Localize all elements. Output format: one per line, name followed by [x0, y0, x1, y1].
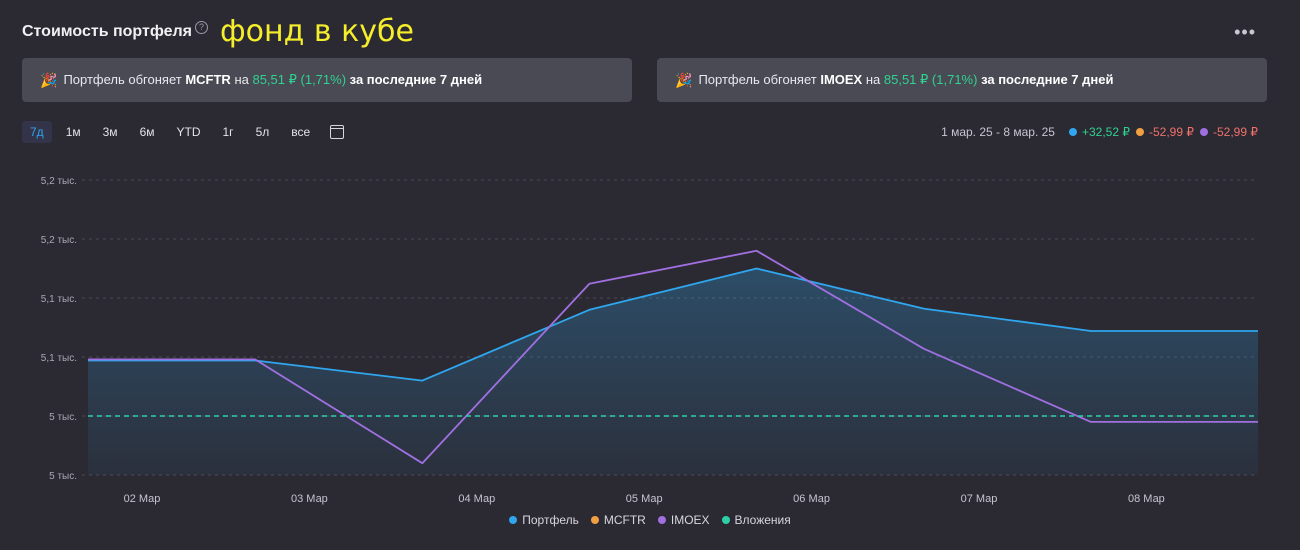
period-summary: 1 мар. 25 - 8 мар. 25 +32,52 ₽ -52,99 ₽ …: [941, 125, 1258, 139]
overlay-note: фонд в кубе: [220, 14, 414, 49]
banner-text: Портфель обгоняет MCFTR на 85,51 ₽ (1,71…: [63, 72, 483, 87]
legend-dot: [657, 516, 666, 524]
calendar-icon[interactable]: [330, 125, 345, 139]
x-tick-label: 06 Мар: [793, 493, 830, 505]
page-title: Стоимость портфеля: [22, 23, 193, 40]
mcftr-dot: [1136, 128, 1144, 136]
legend-dot: [509, 516, 518, 524]
more-menu-icon[interactable]: •••: [1234, 22, 1256, 42]
x-tick-label: 05 Мар: [626, 493, 663, 505]
legend-item-investments[interactable]: Вложения: [721, 513, 791, 527]
chart-legend: Портфель MCFTR IMOEX Вложения: [0, 513, 1300, 527]
y-tick-label: 5,1 тыс.: [41, 294, 77, 305]
party-popper-icon: 🎉: [675, 71, 693, 88]
banner-text: Портфель обгоняет IMOEX на 85,51 ₽ (1,71…: [698, 72, 1114, 87]
period-5y[interactable]: 5л: [255, 125, 270, 139]
period-ytd[interactable]: YTD: [176, 125, 201, 139]
legend-dot: [590, 516, 599, 524]
x-tick-label: 07 Мар: [961, 493, 998, 505]
series-line-Портфель: [88, 267, 1258, 382]
imoex-dot: [1200, 128, 1208, 136]
imoex-change: -52,99 ₽: [1213, 125, 1258, 139]
period-6m[interactable]: 6м: [139, 125, 155, 139]
y-tick-label: 5,2 тыс.: [41, 176, 77, 187]
series-line-IMOEX: [88, 249, 1258, 465]
period-1m[interactable]: 1м: [65, 125, 81, 139]
period-7d[interactable]: 7д: [22, 121, 52, 143]
x-tick-label: 04 Мар: [458, 493, 495, 505]
portfolio-change: +32,52 ₽: [1081, 125, 1130, 139]
x-tick-label: 03 Мар: [291, 493, 328, 505]
mcftr-change: -52,99 ₽: [1149, 125, 1194, 139]
benchmark-banner-imoex: 🎉 Портфель обгоняет IMOEX на 85,51 ₽ (1,…: [657, 58, 1267, 102]
period-1y[interactable]: 1г: [222, 125, 234, 139]
series-area-Портфель: [88, 268, 1258, 475]
help-icon[interactable]: ?: [195, 20, 209, 34]
x-tick-label: 08 Мар: [1128, 493, 1165, 505]
chart-header: Стоимость портфеля ? фонд в кубе: [22, 14, 414, 50]
y-tick-label: 5 тыс.: [49, 471, 77, 482]
legend-item-portfolio[interactable]: Портфель: [509, 513, 579, 527]
period-all[interactable]: все: [291, 125, 311, 139]
legend-item-mcftr[interactable]: MCFTR: [590, 513, 646, 527]
portfolio-dot: [1068, 128, 1077, 136]
period-selector: 7д 1м 3м 6м YTD 1г 5л все: [22, 121, 345, 143]
benchmark-banner-mcftr: 🎉 Портфель обгоняет MCFTR на 85,51 ₽ (1,…: [22, 58, 632, 102]
y-tick-label: 5 тыс.: [49, 412, 77, 423]
date-range: 1 мар. 25 - 8 мар. 25: [941, 125, 1055, 139]
y-tick-label: 5,2 тыс.: [41, 235, 77, 246]
party-popper-icon: 🎉: [40, 71, 58, 88]
legend-item-imoex[interactable]: IMOEX: [657, 513, 710, 527]
y-tick-label: 5,1 тыс.: [41, 353, 77, 364]
x-tick-label: 02 Мар: [124, 493, 161, 505]
legend-dot: [721, 516, 730, 524]
period-3m[interactable]: 3м: [102, 125, 118, 139]
